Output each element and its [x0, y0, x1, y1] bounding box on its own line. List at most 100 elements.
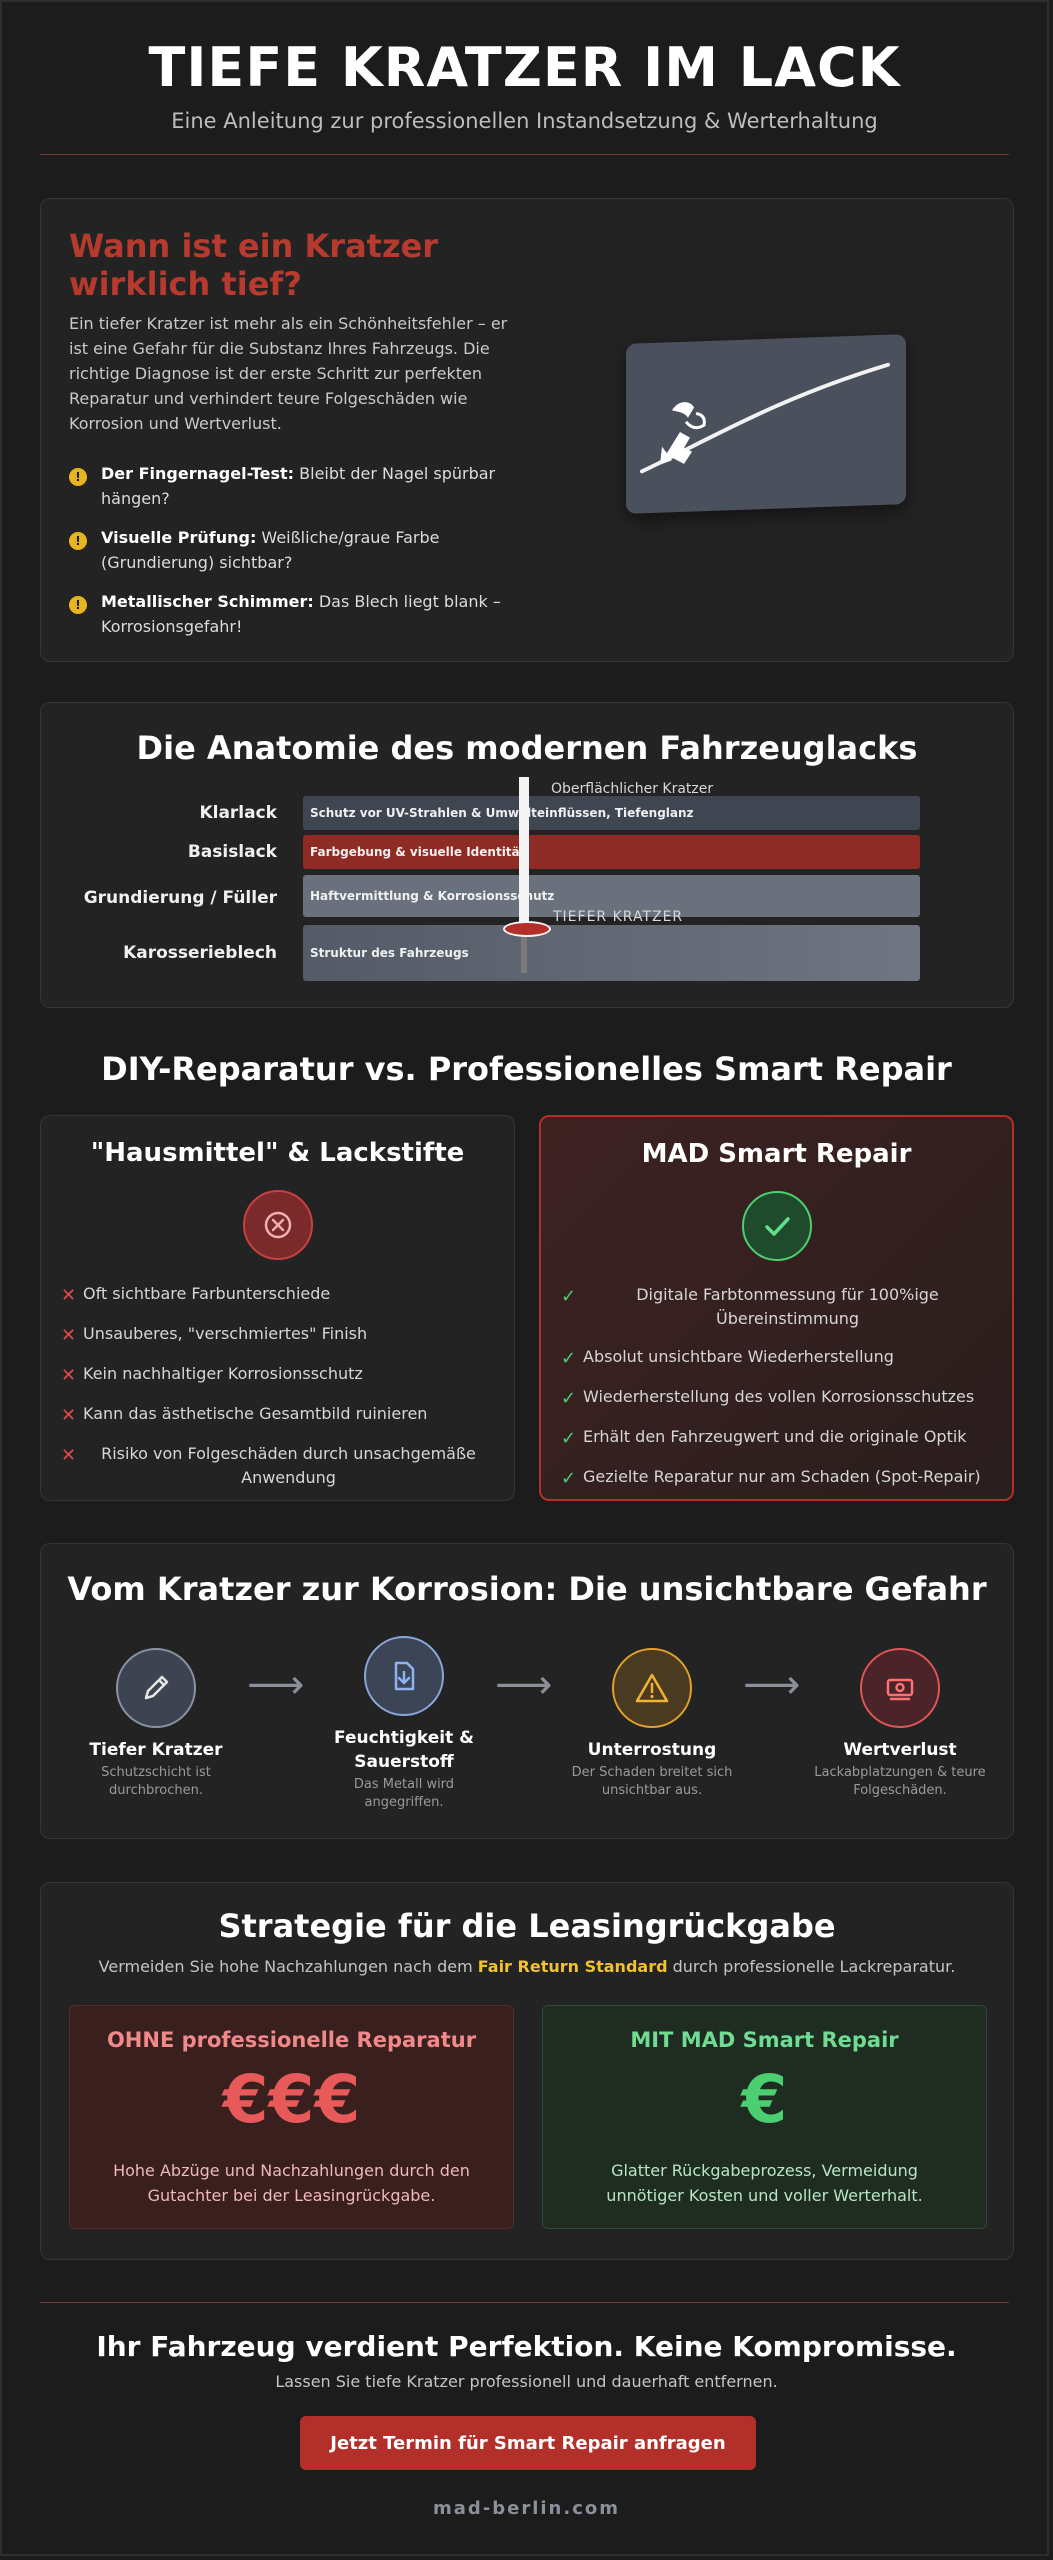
leasing-card: Strategie für die Leasingrückgabe Vermei…: [40, 1882, 1014, 2260]
pro-title: MAD Smart Repair: [641, 1139, 912, 1169]
check-circle-icon: [741, 1191, 812, 1261]
diy-list: ✕ Oft sichtbare Farbunterschiede ✕ Unsaube…: [41, 1282, 514, 1490]
layer-name: Karosserieblech: [123, 942, 277, 963]
pencil-icon: [116, 1648, 196, 1728]
layer-bar-clearcoat: Schutz vor UV-Strahlen & Umwelteinflüsse…: [303, 796, 920, 830]
leasing-subtitle: Vermeiden Sie hohe Nachzahlungen nach de…: [98, 1957, 956, 1976]
diy-title: "Hausmittel" & Lackstifte: [90, 1138, 465, 1168]
comparison-title: DIY-Reparatur vs. Professionelles Smart …: [101, 1050, 952, 1088]
list-item: ✓ Digitale Farbtonmessung für 100%ige Übe…: [561, 1285, 939, 1328]
list-item: ✓ Absolut unsichtbare Wiederherstellung: [561, 1347, 894, 1369]
check-label: Der Fingernagel-Test:: [101, 464, 295, 483]
document-download-icon: [364, 1636, 444, 1716]
step-desc: Schutzschicht ist durchbrochen.: [101, 1765, 211, 1798]
anatomy-title: Die Anatomie des modernen Fahrzeuglacks: [136, 729, 918, 767]
layer-row: Karosserieblech: [41, 925, 291, 981]
diagnosis-intro: Ein tiefer Kratzer ist mehr als ein Schö…: [69, 314, 508, 433]
list-item: ✕ Oft sichtbare Farbunterschiede: [61, 1284, 331, 1306]
leasing-title: Strategie für die Leasingrückgabe: [218, 1907, 836, 1945]
checkmark-icon: ✓: [561, 1286, 577, 1307]
step-desc: Der Schaden breitet sich unsichtbar aus.: [571, 1765, 733, 1798]
checkmark-icon: ✓: [561, 1388, 577, 1409]
divider: [40, 2302, 1009, 2303]
scratch-marker-tip: [521, 929, 527, 973]
divider: [40, 154, 1009, 155]
check-text: Das Blech liegt blank – Korrosionsgefahr…: [101, 592, 501, 636]
diagnosis-title: Wann ist ein Kratzer wirklich tief?: [69, 227, 439, 303]
layer-row: Grundierung / Füller: [41, 873, 291, 923]
website-link[interactable]: mad-berlin.com: [432, 2498, 620, 2519]
without-repair-box: OHNE professionelle Reparatur €€€ Hohe A…: [69, 2005, 514, 2229]
cross-icon: ✕: [61, 1405, 77, 1426]
step-name: Tiefer Kratzer: [89, 1740, 223, 1760]
list-item: ✕ Unsauberes, "verschmiertes" Finish: [61, 1324, 368, 1346]
with-text: Glatter Rückgabeprozess, Vermeidung unnö…: [606, 2161, 923, 2205]
cross-icon: ✕: [61, 1285, 77, 1306]
cross-icon: ✕: [61, 1325, 77, 1346]
scratch-illustration: [626, 334, 906, 514]
list-item: ✕ Kann das ästhetische Gesamtbild ruinier…: [61, 1404, 428, 1426]
book-appointment-button[interactable]: Jetzt Termin für Smart Repair anfragen: [300, 2416, 756, 2470]
x-circle-icon: [242, 1190, 313, 1260]
arrow-right-icon: ⟶: [495, 1662, 553, 1708]
money-icon: [860, 1648, 940, 1728]
label-bottom: TIEFER KRATZER: [553, 909, 684, 925]
anatomy-card: Die Anatomie des modernen Fahrzeuglacks …: [40, 702, 1014, 1008]
without-title: OHNE professionelle Reparatur: [106, 2028, 477, 2052]
diagnosis-card: Wann ist ein Kratzer wirklich tief? Ein …: [40, 198, 1014, 662]
step-name: Wertverlust: [843, 1740, 957, 1760]
cta-subtitle: Lassen Sie tiefe Kratzer professionell u…: [275, 2372, 778, 2391]
list-item: ✓ Erhält den Fahrzeugwert und die origina…: [561, 1427, 967, 1449]
warning-icon: [612, 1648, 692, 1728]
checkmark-icon: ✓: [561, 1348, 577, 1369]
warning-bullet-icon: !: [69, 532, 87, 550]
corrosion-card: Vom Kratzer zur Korrosion: Die unsichtba…: [40, 1543, 1014, 1839]
list-item: ✓ Gezielte Reparatur nur am Schaden (Spot…: [561, 1467, 981, 1489]
step-name: Feuchtigkeit & Sauerstoff: [334, 1728, 474, 1772]
cross-icon: ✕: [61, 1365, 77, 1386]
without-text: Hohe Abzüge und Nachzahlungen durch den …: [113, 2161, 470, 2205]
corrosion-title: Vom Kratzer zur Korrosion: Die unsichtba…: [67, 1570, 987, 1608]
layer-name: Klarlack: [199, 802, 277, 823]
check-label: Metallischer Schimmer:: [101, 592, 314, 611]
diy-card: "Hausmittel" & Lackstifte ✕ Oft sichtbare…: [40, 1115, 515, 1501]
layer-row: Klarlack: [41, 796, 291, 830]
step-desc: Lackabplatzungen & teure Folgeschäden.: [814, 1765, 986, 1798]
fingernail-scratch-icon: [640, 362, 890, 474]
page-subtitle: Eine Anleitung zur professionellen Insta…: [171, 109, 878, 133]
warning-bullet-icon: !: [69, 596, 87, 614]
pro-list: ✓ Digitale Farbtonmessung für 100%ige Übe…: [541, 1283, 1012, 1491]
layer-name: Basislack: [187, 841, 277, 862]
check-label: Visuelle Prüfung:: [101, 528, 257, 547]
step-value-loss: Wertverlust Lackabplatzungen & teure Fol…: [810, 1648, 990, 1800]
layer-bar-body: Struktur des Fahrzeugs: [303, 925, 920, 981]
layer-name: Grundierung / Füller: [83, 887, 277, 908]
scratch-marker: [519, 777, 529, 927]
warning-bullet-icon: !: [69, 468, 87, 486]
checkmark-icon: ✓: [561, 1428, 577, 1449]
step-desc: Das Metall wird angegriffen.: [353, 1777, 455, 1810]
scratch-point: [503, 921, 551, 937]
cta-title: Ihr Fahrzeug verdient Perfektion. Keine …: [96, 2330, 957, 2363]
layer-bar-primer: Haftvermittlung & Korrosionsschutz: [303, 875, 920, 917]
step-rust: Unterrostung Der Schaden breitet sich un…: [562, 1648, 742, 1800]
fair-return-highlight: Fair Return Standard: [477, 1957, 668, 1976]
list-item: ✕ Risiko von Folgeschäden durch unsachgem…: [61, 1444, 476, 1487]
hero: TIEFE KRATZER IM LACK Eine Anleitung zur…: [2, 2, 1047, 133]
layer-bar-basecoat: Farbgebung & visuelle Identität: [303, 835, 920, 869]
list-item: ✕ Kein nachhaltiger Korrosionsschutz: [61, 1364, 363, 1386]
euro-saving-icon: €: [741, 2061, 788, 2138]
list-item: ✓ Wiederherstellung des vollen Korrosions…: [561, 1387, 975, 1409]
euro-cost-icon: €€€: [222, 2061, 361, 2138]
step-name: Unterrostung: [587, 1740, 717, 1760]
label-top: Oberflächlicher Kratzer: [551, 781, 714, 797]
step-scratch: Tiefer Kratzer Schutzschicht ist durchbr…: [66, 1648, 246, 1800]
check-text: Bleibt der Nagel spürbar hängen?: [101, 464, 496, 508]
check-item: ! Visuelle Prüfung: Weißliche/graue Farb…: [69, 525, 519, 575]
checkmark-icon: ✓: [561, 1468, 577, 1489]
arrow-right-icon: ⟶: [743, 1662, 801, 1708]
step-moisture: Feuchtigkeit & Sauerstoff Das Metall wir…: [314, 1636, 494, 1812]
check-item: ! Der Fingernagel-Test: Bleibt der Nagel…: [69, 461, 519, 511]
arrow-right-icon: ⟶: [247, 1662, 305, 1708]
